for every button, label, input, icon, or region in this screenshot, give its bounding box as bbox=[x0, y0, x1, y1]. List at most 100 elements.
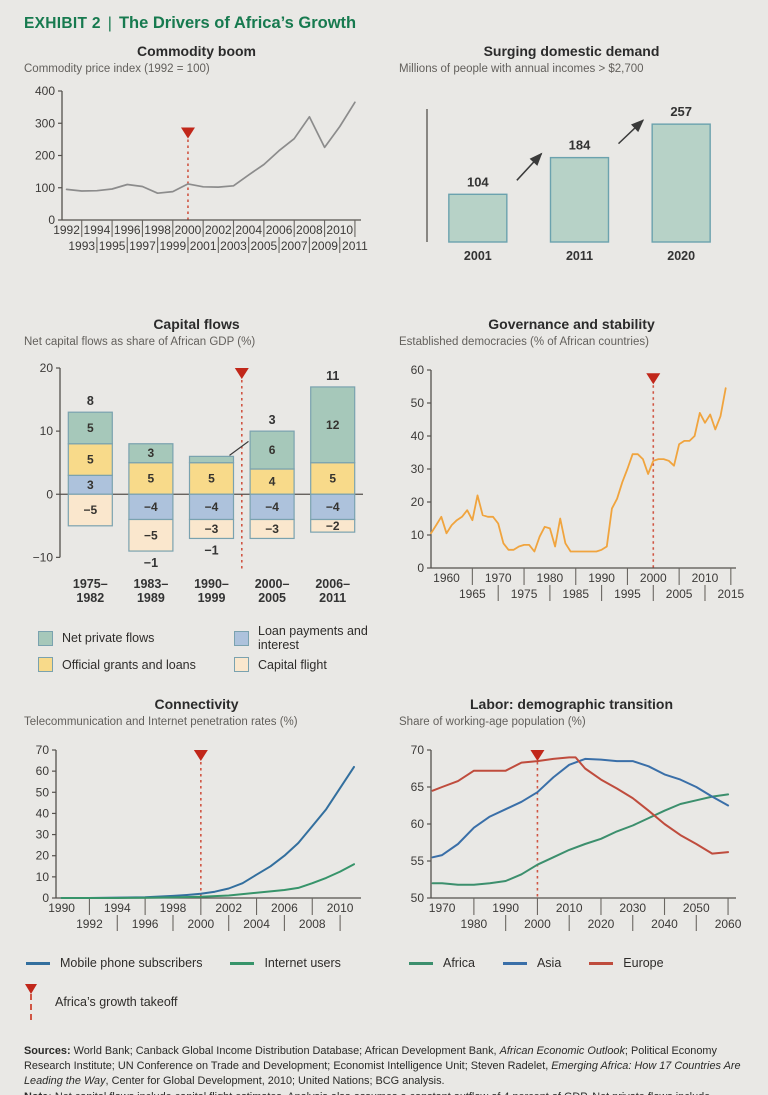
svg-text:2000: 2000 bbox=[175, 223, 202, 237]
svg-text:1992: 1992 bbox=[53, 223, 80, 237]
svg-text:−4: −4 bbox=[144, 500, 158, 514]
svg-text:70: 70 bbox=[36, 743, 50, 757]
svg-text:2003: 2003 bbox=[220, 239, 247, 253]
svg-text:1994: 1994 bbox=[84, 223, 111, 237]
svg-text:2006: 2006 bbox=[271, 901, 298, 915]
svg-text:−3: −3 bbox=[205, 522, 219, 536]
capital-flows-legend: Net private flows Loan payments and inter… bbox=[24, 624, 369, 672]
svg-text:50: 50 bbox=[36, 785, 50, 799]
svg-text:1999: 1999 bbox=[198, 591, 226, 605]
svg-text:2050: 2050 bbox=[683, 901, 710, 915]
governance-title: Governance and stability bbox=[488, 316, 655, 332]
svg-text:0: 0 bbox=[42, 891, 49, 905]
legend-item: Europe bbox=[589, 956, 664, 970]
svg-text:−1: −1 bbox=[144, 556, 158, 570]
svg-text:5: 5 bbox=[87, 453, 94, 467]
svg-text:1992: 1992 bbox=[76, 917, 103, 931]
governance-chart: 0 10 20 30 40 50 60 1960 1970 1980 1990 2000 2010 196… bbox=[411, 363, 744, 601]
domestic-demand-chart: 104 2001 184 2011 257 2020 bbox=[426, 104, 711, 263]
svg-text:2030: 2030 bbox=[619, 901, 646, 915]
svg-text:10: 10 bbox=[411, 528, 425, 542]
svg-text:2009: 2009 bbox=[311, 239, 338, 253]
svg-text:55: 55 bbox=[411, 854, 425, 868]
svg-text:2008: 2008 bbox=[296, 223, 323, 237]
page-title: The Drivers of Africa’s Growth bbox=[118, 14, 357, 32]
svg-text:300: 300 bbox=[35, 116, 55, 130]
svg-text:1983–: 1983– bbox=[134, 577, 169, 591]
domestic-demand-subtitle: Millions of people with annual incomes >… bbox=[399, 63, 644, 75]
labor-legend: Africa Asia Europe bbox=[399, 956, 744, 970]
svg-text:5: 5 bbox=[87, 421, 94, 435]
legend-swatch-icon bbox=[38, 630, 53, 646]
svg-text:60: 60 bbox=[411, 363, 425, 377]
capital-flows-chart: −10 0 10 20 3 5 5 −5 8 1975–1982 5 3 −4 −5 −1 1983–1989… bbox=[33, 361, 363, 605]
charts-row-2: Capital flows Net capital flows as share… bbox=[24, 316, 744, 672]
svg-text:12: 12 bbox=[326, 418, 340, 432]
svg-text:1990: 1990 bbox=[588, 571, 615, 585]
svg-text:2002: 2002 bbox=[205, 223, 232, 237]
exhibit-header: Exhibit 2 | The Drivers of Africa’s Growth bbox=[24, 14, 744, 33]
legend-swatch-icon bbox=[26, 961, 50, 965]
chart-section-connectivity: Connectivity Telecommunication and Inter… bbox=[24, 696, 369, 970]
svg-text:0: 0 bbox=[46, 487, 53, 501]
svg-text:100: 100 bbox=[35, 181, 55, 195]
legend-swatch-icon bbox=[589, 961, 614, 965]
svg-text:1990: 1990 bbox=[48, 901, 75, 915]
svg-text:30: 30 bbox=[36, 828, 50, 842]
svg-text:2001: 2001 bbox=[464, 249, 492, 263]
legend-swatch-icon bbox=[502, 961, 527, 965]
svg-text:60: 60 bbox=[36, 764, 50, 778]
svg-text:−1: −1 bbox=[204, 543, 218, 557]
svg-text:4: 4 bbox=[269, 475, 276, 489]
svg-text:2060: 2060 bbox=[715, 917, 742, 931]
svg-text:0: 0 bbox=[48, 213, 55, 227]
svg-text:2006–: 2006– bbox=[315, 577, 350, 591]
labor-chart: 50 55 60 65 70 1970 1990 2010 2030 2050 1980 2000 20… bbox=[411, 743, 742, 931]
legend-item: Loan payments and interest bbox=[234, 624, 369, 652]
connectivity-subtitle: Telecommunication and Internet penetrati… bbox=[24, 716, 298, 728]
svg-text:65: 65 bbox=[411, 780, 425, 794]
capital-flows-subtitle: Net capital flows as share of African GD… bbox=[24, 336, 256, 348]
svg-text:−5: −5 bbox=[83, 503, 97, 517]
svg-text:2007: 2007 bbox=[281, 239, 308, 253]
svg-text:2010: 2010 bbox=[326, 223, 353, 237]
svg-text:184: 184 bbox=[569, 138, 591, 153]
svg-text:30: 30 bbox=[411, 462, 425, 476]
svg-text:8: 8 bbox=[87, 394, 94, 408]
svg-text:60: 60 bbox=[411, 817, 425, 831]
takeoff-label: Africa’s growth takeoff bbox=[55, 995, 178, 1009]
svg-text:2000: 2000 bbox=[524, 917, 551, 931]
legend-item: Internet users bbox=[230, 956, 341, 970]
svg-text:2000: 2000 bbox=[187, 917, 214, 931]
legend-item: Africa bbox=[409, 956, 475, 970]
svg-text:−10: −10 bbox=[33, 550, 54, 564]
svg-text:2010: 2010 bbox=[327, 901, 354, 915]
svg-text:−5: −5 bbox=[144, 528, 158, 542]
legend-item: Asia bbox=[502, 956, 561, 970]
svg-text:2010: 2010 bbox=[556, 901, 583, 915]
legend-swatch-icon bbox=[234, 630, 249, 646]
header-divider: | bbox=[107, 15, 112, 32]
svg-text:2001: 2001 bbox=[190, 239, 217, 253]
commodity-boom-subtitle: Commodity price index (1992 = 100) bbox=[24, 63, 210, 75]
legend-item: Official grants and loans bbox=[38, 657, 234, 672]
svg-text:10: 10 bbox=[40, 424, 54, 438]
legend-item: Mobile phone subscribers bbox=[26, 956, 202, 970]
labor-title: Labor: demographic transition bbox=[469, 696, 673, 712]
svg-text:1997: 1997 bbox=[129, 239, 156, 253]
svg-text:1999: 1999 bbox=[159, 239, 186, 253]
svg-text:1975–: 1975– bbox=[73, 577, 108, 591]
svg-text:0: 0 bbox=[417, 561, 424, 575]
svg-text:5: 5 bbox=[208, 471, 215, 485]
svg-text:1985: 1985 bbox=[562, 587, 589, 601]
svg-text:11: 11 bbox=[326, 369, 339, 383]
svg-text:2015: 2015 bbox=[717, 587, 744, 601]
svg-text:1998: 1998 bbox=[144, 223, 171, 237]
svg-text:400: 400 bbox=[35, 84, 55, 98]
svg-text:6: 6 bbox=[269, 443, 276, 457]
labor-subtitle: Share of working-age population (%) bbox=[399, 716, 586, 728]
svg-text:2005: 2005 bbox=[251, 239, 278, 253]
svg-text:2008: 2008 bbox=[299, 917, 326, 931]
svg-text:2004: 2004 bbox=[243, 917, 270, 931]
svg-text:2005: 2005 bbox=[666, 587, 693, 601]
